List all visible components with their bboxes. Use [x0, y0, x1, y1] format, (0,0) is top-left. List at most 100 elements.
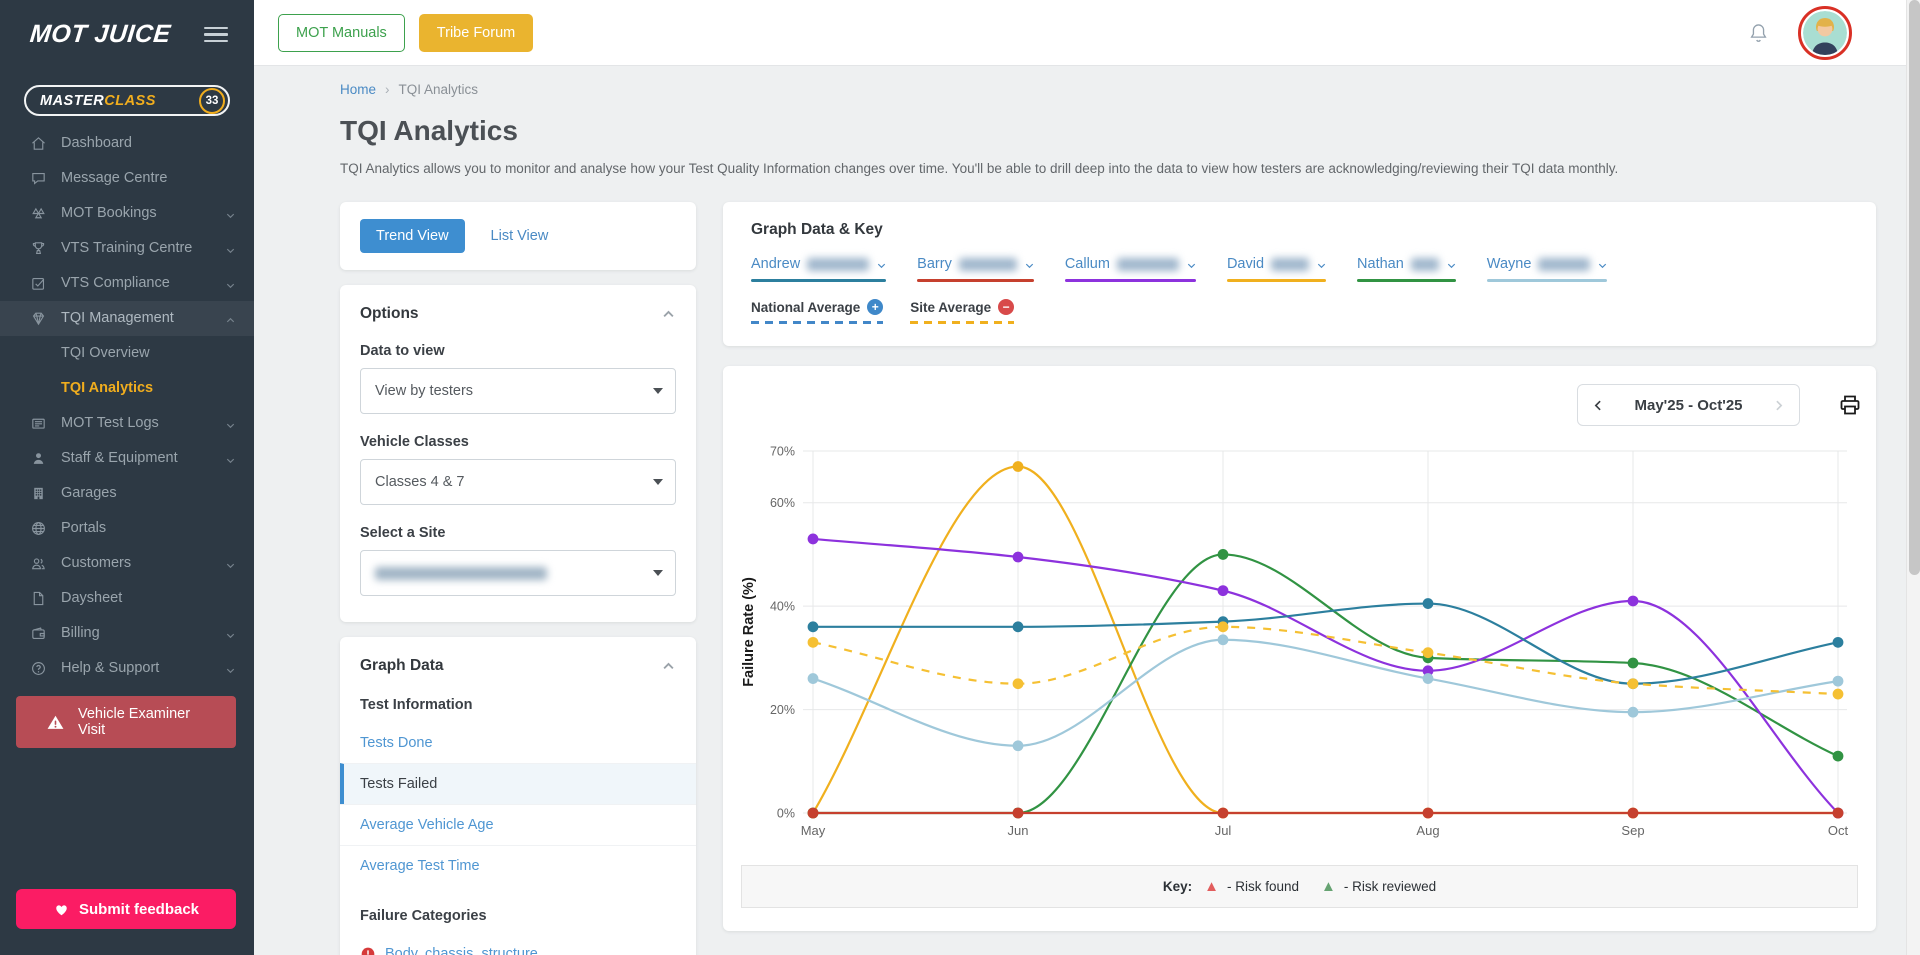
- notifications-bell-icon[interactable]: [1747, 21, 1770, 45]
- failure-categories-heading: Failure Categories: [360, 908, 487, 924]
- sidebar-item-label: MOT Test Logs: [61, 415, 159, 431]
- tester-surname-redacted: [1271, 257, 1310, 271]
- data-point: [1832, 807, 1844, 819]
- data-to-view-label: Data to view: [360, 343, 445, 359]
- sidebar-item-billing[interactable]: Billing: [0, 616, 254, 651]
- select-caret-icon: [653, 479, 663, 485]
- data-to-view-select[interactable]: View by testers: [360, 368, 676, 414]
- sidebar-item-customers[interactable]: Customers: [0, 546, 254, 581]
- sidebar-item-label: TQI Overview: [61, 345, 150, 361]
- tester-surname-redacted: [1116, 257, 1179, 271]
- graph-data-item-tests-done[interactable]: Tests Done: [340, 723, 696, 763]
- data-point: [1012, 461, 1024, 472]
- minus-circle-icon[interactable]: −: [998, 299, 1015, 315]
- tester-surname-redacted: [1410, 257, 1439, 271]
- breadcrumb-home-link[interactable]: Home: [340, 82, 377, 97]
- sidebar-item-label: Daysheet: [61, 590, 123, 606]
- mot-manuals-button[interactable]: MOT Manuals: [278, 13, 405, 52]
- sidebar-item-mot-test-logs[interactable]: MOT Test Logs: [0, 406, 254, 441]
- tester-chip-barry[interactable]: Barry: [917, 256, 1034, 282]
- series-line-callum: [812, 537, 1839, 814]
- tab-list-view[interactable]: List View: [490, 228, 549, 244]
- sidebar-item-vehicle-examiner-visit[interactable]: Vehicle Examiner Visit: [16, 696, 236, 748]
- masterclass-count-badge: 33: [199, 87, 225, 114]
- graph-data-item-label: Average Test Time: [360, 858, 480, 874]
- tester-chip-wayne[interactable]: Wayne: [1486, 256, 1608, 282]
- average-label: Site Average: [910, 299, 992, 315]
- page-scrollbar[interactable]: [1906, 0, 1920, 955]
- svg-text:20%: 20%: [770, 703, 795, 717]
- user-avatar[interactable]: [1798, 5, 1852, 60]
- gem-icon: [30, 310, 48, 328]
- tester-chip-nathan[interactable]: Nathan: [1357, 256, 1456, 282]
- failure-category-item-body-chassis-structure[interactable]: Body, chassis, structure: [340, 934, 696, 955]
- sidebar-item-mot-bookings[interactable]: MOT Bookings: [0, 196, 254, 231]
- tribe-forum-button[interactable]: Tribe Forum: [418, 13, 534, 52]
- collapse-chevron-up-icon[interactable]: [661, 307, 676, 322]
- mot-icon: [30, 205, 48, 223]
- plus-circle-icon[interactable]: +: [867, 299, 884, 315]
- tester-first-name: Wayne: [1486, 256, 1532, 272]
- sidebar-item-portals[interactable]: Portals: [0, 511, 254, 546]
- sidebar-item-daysheet[interactable]: Daysheet: [0, 581, 254, 616]
- sidebar-item-dashboard[interactable]: Dashboard: [0, 126, 254, 161]
- data-point: [807, 621, 819, 633]
- sidebar-item-staff-equipment[interactable]: Staff & Equipment: [0, 441, 254, 476]
- tester-chip-callum[interactable]: Callum: [1064, 256, 1196, 282]
- sidebar-item-vts-training-centre[interactable]: VTS Training Centre: [0, 231, 254, 266]
- national-average-toggle[interactable]: National Average +: [751, 299, 884, 324]
- tester-series-color: [751, 279, 887, 282]
- sidebar-item-vts-compliance[interactable]: VTS Compliance: [0, 266, 254, 301]
- tester-first-name: Andrew: [751, 256, 801, 272]
- site-average-toggle[interactable]: Site Average −: [910, 299, 1015, 324]
- sidebar-item-label: TQI Management: [61, 310, 174, 326]
- data-point: [1012, 551, 1024, 563]
- select-site-label: Select a Site: [360, 525, 446, 541]
- exclamation-circle-icon: [360, 946, 376, 955]
- comment-icon: [30, 170, 48, 188]
- data-point: [1627, 807, 1639, 819]
- breadcrumb-current: TQI Analytics: [398, 82, 479, 97]
- sidebar-item-tqi-analytics[interactable]: TQI Analytics: [0, 371, 254, 406]
- sidebar-item-tqi-management[interactable]: TQI Management: [0, 301, 254, 336]
- tester-chip-david[interactable]: David: [1226, 256, 1327, 282]
- test-information-list: Tests Done Tests Failed Average Vehicle Ag…: [340, 723, 696, 886]
- key-bar-label: Key:: [1162, 879, 1193, 894]
- newspaper-icon: [30, 415, 48, 433]
- data-point: [1627, 657, 1639, 669]
- chevron-left-icon[interactable]: [1592, 399, 1605, 412]
- graph-data-item-average-test-time[interactable]: Average Test Time: [340, 845, 696, 886]
- date-range-picker[interactable]: May'25 - Oct'25: [1577, 384, 1800, 426]
- sidebar-item-message-centre[interactable]: Message Centre: [0, 161, 254, 196]
- options-heading: Options: [360, 305, 419, 322]
- submit-feedback-button[interactable]: Submit feedback: [16, 889, 236, 929]
- graph-data-item-average-vehicle-age[interactable]: Average Vehicle Age: [340, 804, 696, 845]
- graph-data-item-tests-failed[interactable]: Tests Failed: [340, 763, 696, 804]
- chevron-down-icon: [1024, 259, 1034, 269]
- breadcrumb: Home › TQI Analytics: [340, 82, 1876, 97]
- scrollbar-thumb[interactable]: [1908, 0, 1920, 575]
- chevron-right-icon[interactable]: [1772, 399, 1785, 412]
- chevron-down-icon: [225, 453, 236, 464]
- data-point: [1217, 807, 1229, 819]
- print-icon[interactable]: [1838, 393, 1862, 417]
- hamburger-menu-icon[interactable]: [204, 23, 228, 47]
- sidebar-item-label: Vehicle Examiner Visit: [78, 706, 191, 738]
- globe-icon: [30, 520, 48, 538]
- tab-trend-view[interactable]: Trend View: [360, 219, 465, 253]
- sidebar-item-tqi-overview[interactable]: TQI Overview: [0, 336, 254, 371]
- data-point: [807, 673, 819, 684]
- sidebar-item-help-support[interactable]: Help & Support: [0, 651, 254, 686]
- collapse-chevron-up-icon[interactable]: [661, 659, 676, 674]
- chevron-down-icon: [225, 558, 236, 569]
- vehicle-classes-select[interactable]: Classes 4 & 7: [360, 459, 676, 505]
- vehicle-classes-value: Classes 4 & 7: [375, 474, 465, 490]
- tester-chip-andrew[interactable]: Andrew: [751, 256, 887, 282]
- sidebar-item-garages[interactable]: Garages: [0, 476, 254, 511]
- site-select[interactable]: [360, 550, 676, 596]
- failure-rate-line-chart[interactable]: 0% 20% 40% 60% 70% May Jun Jul Aug Sep Oct Failure …: [723, 366, 1869, 856]
- graph-data-item-label: Average Vehicle Age: [360, 817, 494, 833]
- sidebar-item-label: Help & Support: [61, 660, 160, 676]
- data-point: [1012, 807, 1024, 819]
- masterclass-button[interactable]: MASTERCLASS 33: [24, 85, 230, 116]
